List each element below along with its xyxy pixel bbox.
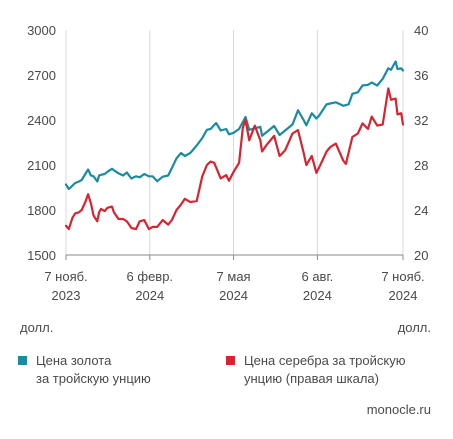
x-tick-label-year: 2024 (389, 288, 418, 303)
left-tick-label: 2400 (27, 113, 56, 128)
right-axis-unit: долл. (397, 320, 431, 335)
legend-swatch-gold (18, 356, 27, 365)
right-tick-label: 24 (414, 203, 428, 218)
x-tick-label-year: 2024 (135, 288, 164, 303)
right-tick-label: 20 (414, 248, 428, 263)
legend-swatch-silver (226, 356, 235, 365)
x-tick-label-day: 6 февр. (127, 269, 174, 284)
series-lines (64, 60, 405, 231)
left-axis-unit: долл. (20, 320, 54, 335)
right-tick-label: 36 (414, 68, 428, 83)
right-tick-label: 28 (414, 158, 428, 173)
legend-item-gold: Цена золота за тройскую унцию (18, 352, 151, 388)
legend-item-silver: Цена серебра за тройскую унцию (правая ш… (226, 352, 406, 388)
right-axis-ticks: 20 24 28 32 36 40 (414, 23, 428, 263)
left-axis-ticks: 1500 1800 2100 2400 2700 3000 (27, 23, 56, 263)
right-tick-label: 32 (414, 113, 428, 128)
silver-price-line (64, 87, 405, 231)
left-tick-label: 2700 (27, 68, 56, 83)
x-tick-label-day: 7 нояб. (44, 269, 87, 284)
x-tick-label-year: 2024 (303, 288, 332, 303)
left-tick-label: 1500 (27, 248, 56, 263)
x-tick-label-year: 2023 (52, 288, 81, 303)
x-tick-label-year: 2024 (219, 288, 248, 303)
right-tick-label: 40 (414, 23, 428, 38)
left-tick-label: 3000 (27, 23, 56, 38)
vertical-gridlines (65, 30, 404, 255)
x-tick-label-day: 7 мая (217, 269, 251, 284)
x-tick-label-day: 6 авг. (301, 269, 333, 284)
left-tick-label: 2100 (27, 158, 56, 173)
x-axis-ticks: 7 нояб. 2023 6 февр. 2024 7 мая 2024 6 авг. 202… (44, 255, 425, 303)
legend-label-silver: Цена серебра за тройскую унцию (правая ш… (244, 353, 406, 386)
left-tick-label: 1800 (27, 203, 56, 218)
gold-price-line (64, 60, 405, 191)
legend-label-gold: Цена золота за тройскую унцию (36, 353, 151, 386)
x-tick-label-day: 7 нояб. (381, 269, 424, 284)
source-label: monocle.ru (366, 402, 431, 417)
